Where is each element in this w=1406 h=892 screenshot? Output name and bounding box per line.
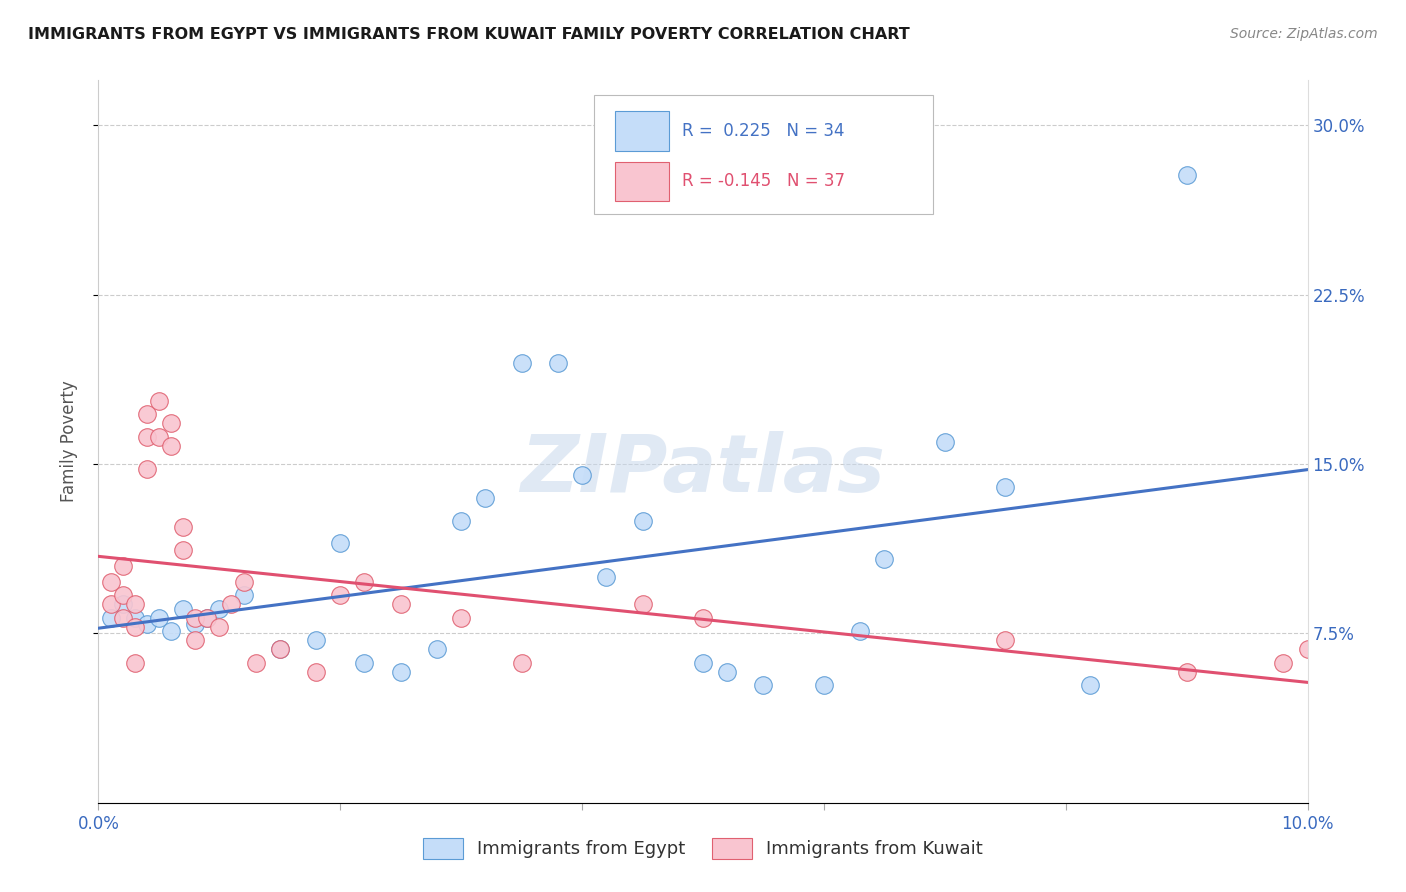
- Point: [716, 665, 738, 679]
- Point: [160, 439, 183, 453]
- Point: [934, 434, 956, 449]
- Point: [160, 624, 183, 639]
- Point: [100, 574, 122, 589]
- Point: [124, 620, 146, 634]
- Point: [1175, 168, 1198, 182]
- Point: [184, 610, 207, 624]
- Point: [195, 610, 218, 624]
- Point: [172, 542, 194, 557]
- FancyBboxPatch shape: [595, 95, 932, 214]
- Point: [571, 468, 593, 483]
- Point: [208, 620, 231, 634]
- Point: [849, 624, 872, 639]
- Point: [329, 536, 352, 550]
- Point: [1272, 656, 1295, 670]
- Point: [184, 633, 207, 648]
- Point: [245, 656, 267, 670]
- Point: [305, 633, 328, 648]
- Point: [631, 514, 654, 528]
- Point: [353, 574, 375, 589]
- Text: R = -0.145   N = 37: R = -0.145 N = 37: [682, 172, 845, 190]
- Text: ZIPatlas: ZIPatlas: [520, 432, 886, 509]
- Point: [184, 617, 207, 632]
- Point: [595, 570, 617, 584]
- Point: [111, 558, 134, 573]
- Point: [269, 642, 291, 657]
- Point: [111, 610, 134, 624]
- Y-axis label: Family Poverty: Family Poverty: [59, 381, 77, 502]
- Point: [195, 610, 218, 624]
- Point: [510, 656, 533, 670]
- Point: [994, 633, 1017, 648]
- Point: [269, 642, 291, 657]
- Point: [1078, 678, 1101, 692]
- Point: [111, 588, 134, 602]
- Point: [232, 574, 254, 589]
- Point: [692, 610, 714, 624]
- Point: [1296, 642, 1319, 657]
- Point: [873, 552, 896, 566]
- Point: [124, 656, 146, 670]
- Point: [813, 678, 835, 692]
- Point: [221, 597, 243, 611]
- Point: [305, 665, 328, 679]
- Point: [172, 520, 194, 534]
- Point: [426, 642, 449, 657]
- Point: [692, 656, 714, 670]
- Text: R =  0.225   N = 34: R = 0.225 N = 34: [682, 122, 845, 140]
- Point: [124, 610, 146, 624]
- Point: [208, 601, 231, 615]
- Point: [752, 678, 775, 692]
- Point: [353, 656, 375, 670]
- Point: [100, 610, 122, 624]
- Point: [450, 610, 472, 624]
- Legend: Immigrants from Egypt, Immigrants from Kuwait: Immigrants from Egypt, Immigrants from K…: [416, 830, 990, 866]
- Point: [389, 597, 412, 611]
- Point: [547, 355, 569, 369]
- Point: [148, 610, 170, 624]
- Point: [450, 514, 472, 528]
- Point: [389, 665, 412, 679]
- Point: [135, 461, 157, 475]
- Point: [124, 597, 146, 611]
- Point: [172, 601, 194, 615]
- Point: [135, 430, 157, 444]
- Bar: [614, 161, 669, 202]
- Point: [1175, 665, 1198, 679]
- Point: [148, 430, 170, 444]
- Point: [510, 355, 533, 369]
- Point: [994, 480, 1017, 494]
- Text: IMMIGRANTS FROM EGYPT VS IMMIGRANTS FROM KUWAIT FAMILY POVERTY CORRELATION CHART: IMMIGRANTS FROM EGYPT VS IMMIGRANTS FROM…: [28, 27, 910, 42]
- Text: Source: ZipAtlas.com: Source: ZipAtlas.com: [1230, 27, 1378, 41]
- Point: [100, 597, 122, 611]
- Point: [631, 597, 654, 611]
- Point: [329, 588, 352, 602]
- Point: [135, 617, 157, 632]
- Point: [474, 491, 496, 505]
- Point: [160, 417, 183, 431]
- Point: [148, 393, 170, 408]
- Point: [111, 597, 134, 611]
- Bar: [614, 111, 669, 151]
- Point: [135, 408, 157, 422]
- Point: [232, 588, 254, 602]
